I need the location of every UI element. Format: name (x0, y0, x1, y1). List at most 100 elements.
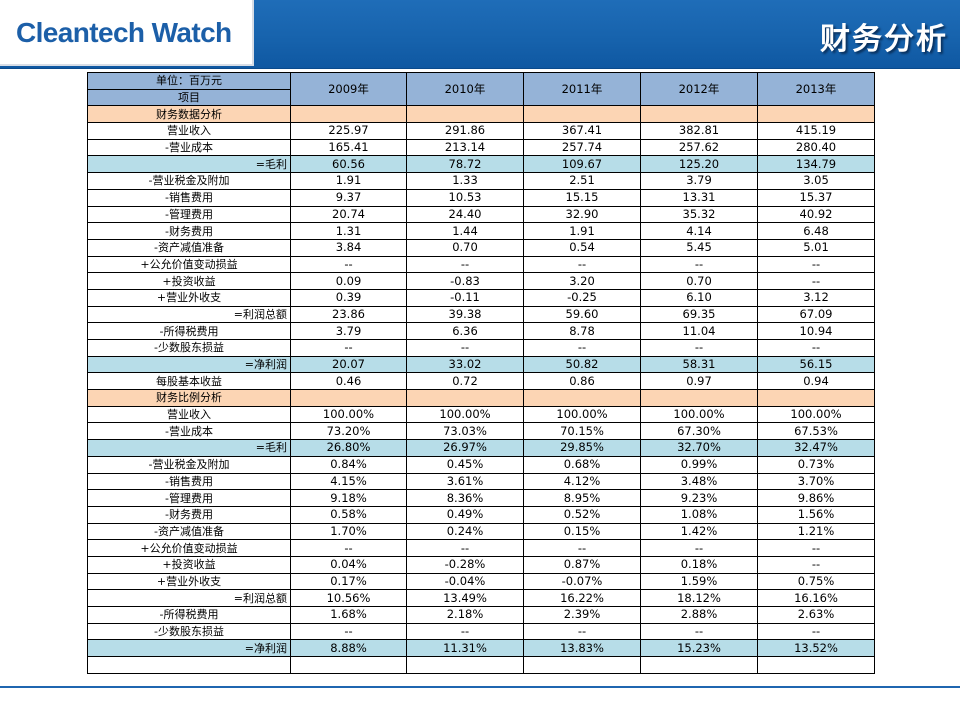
value-cell: -- (523, 255, 641, 274)
value-cell: 13.83% (523, 639, 641, 658)
value-cell: 11.04 (640, 322, 758, 340)
value-cell: 9.23% (640, 489, 758, 507)
value-cell: 0.94 (757, 372, 875, 391)
value-cell: 1.31 (290, 222, 407, 240)
section-empty-cell (406, 389, 524, 407)
header-row-item: 项目 (87, 88, 875, 107)
value-cell: 20.07 (290, 355, 407, 374)
value-cell: -- (290, 539, 407, 557)
value-cell: 1.21% (757, 522, 875, 541)
row-label: -所得税费用 (87, 606, 291, 624)
value-cell: 1.70% (290, 522, 407, 541)
logo-box: Cleantech Watch (0, 0, 254, 66)
value-cell: 3.79 (290, 322, 407, 340)
value-cell: 8.36% (406, 489, 524, 507)
financial-table: 单位：百万元 2009年 2010年 2011年 2012年 2013年 项目 … (87, 71, 875, 674)
item-label: 项目 (87, 88, 291, 107)
value-cell: 32.90 (523, 205, 641, 224)
value-cell: 3.70% (757, 472, 875, 491)
value-cell: 24.40 (406, 205, 524, 224)
value-cell: 0.52% (523, 505, 641, 524)
table-row: -财务费用 1.31 1.44 1.91 4.14 6.48 (87, 222, 875, 240)
table-row: +营业外收支 0.39 -0.11 -0.25 6.10 3.12 (87, 288, 875, 307)
value-cell: 26.97% (406, 439, 524, 457)
row-label: =毛利 (87, 155, 291, 174)
value-cell: 78.72 (406, 155, 524, 174)
value-cell: 0.70 (406, 238, 524, 257)
table-row: =利润总额 23.86 39.38 59.60 69.35 67.09 (87, 305, 875, 324)
value-cell: -- (406, 539, 524, 557)
section-empty-cell (290, 105, 407, 124)
value-cell: 32.70% (640, 439, 758, 457)
value-cell: 100.00% (757, 405, 875, 424)
section-empty-cell (640, 105, 758, 124)
section-header-row: 财务数据分析 (87, 105, 875, 124)
value-cell: 15.15 (523, 188, 641, 207)
value-cell: 367.41 (523, 122, 641, 140)
value-cell: -- (757, 272, 875, 290)
section-empty-cell (523, 389, 641, 407)
value-cell: 67.53% (757, 422, 875, 441)
table-row: =毛利 60.56 78.72 109.67 125.20 134.79 (87, 155, 875, 174)
value-cell: 16.16% (757, 589, 875, 607)
row-label: +投资收益 (87, 555, 291, 574)
row-label: 每股基本收益 (87, 372, 291, 391)
table-row: -营业税金及附加 0.84% 0.45% 0.68% 0.99% 0.73% (87, 455, 875, 474)
value-cell: -0.25 (523, 288, 641, 307)
value-cell: 0.18% (640, 555, 758, 574)
value-cell: 0.70 (640, 272, 758, 290)
value-cell: -- (406, 339, 524, 357)
blank-cell (406, 656, 524, 674)
row-label: -资产减值准备 (87, 238, 291, 257)
value-cell: 13.31 (640, 188, 758, 207)
blank-row (87, 656, 875, 674)
value-cell: 69.35 (640, 305, 758, 324)
table-row: 每股基本收益 0.46 0.72 0.86 0.97 0.94 (87, 372, 875, 391)
page-title: 财务分析 (820, 22, 948, 57)
value-cell: 3.61% (406, 472, 524, 491)
section-empty-cell (290, 389, 407, 407)
unit-label: 单位：百万元 (87, 72, 291, 90)
value-cell: -- (640, 539, 758, 557)
value-cell: 0.58% (290, 505, 407, 524)
table-row: -销售费用 4.15% 3.61% 4.12% 3.48% 3.70% (87, 472, 875, 491)
value-cell: 11.31% (406, 639, 524, 658)
value-cell: 13.52% (757, 639, 875, 658)
value-cell: 257.62 (640, 138, 758, 157)
value-cell: 18.12% (640, 589, 758, 607)
value-cell: 58.31 (640, 355, 758, 374)
value-cell: 39.38 (406, 305, 524, 324)
table-row: +公允价值变动损益 -- -- -- -- -- (87, 255, 875, 274)
value-cell: 60.56 (290, 155, 407, 174)
value-cell: 0.99% (640, 455, 758, 474)
value-cell: 6.10 (640, 288, 758, 307)
value-cell: 3.20 (523, 272, 641, 290)
value-cell: -- (640, 255, 758, 274)
section-empty-cell (640, 389, 758, 407)
table-row: -管理费用 9.18% 8.36% 8.95% 9.23% 9.86% (87, 489, 875, 507)
row-label: -销售费用 (87, 188, 291, 207)
value-cell: 33.02 (406, 355, 524, 374)
row-label: +营业外收支 (87, 572, 291, 591)
value-cell: -- (290, 339, 407, 357)
table-row: 营业收入 225.97 291.86 367.41 382.81 415.19 (87, 122, 875, 140)
value-cell: 40.92 (757, 205, 875, 224)
value-cell: -- (640, 622, 758, 641)
value-cell: 100.00% (290, 405, 407, 424)
section-title: 财务比例分析 (87, 389, 291, 407)
value-cell: 3.79 (640, 172, 758, 190)
brand-logo: Cleantech Watch (16, 17, 232, 48)
value-cell: 3.12 (757, 288, 875, 307)
value-cell: 3.84 (290, 238, 407, 257)
table-row: 营业收入 100.00% 100.00% 100.00% 100.00% 100.00% (87, 405, 875, 424)
table-row: -营业税金及附加 1.91 1.33 2.51 3.79 3.05 (87, 172, 875, 190)
row-label: -营业税金及附加 (87, 455, 291, 474)
value-cell: -- (290, 255, 407, 274)
table-row: -销售费用 9.37 10.53 15.15 13.31 15.37 (87, 188, 875, 207)
value-cell: 2.51 (523, 172, 641, 190)
value-cell: -0.83 (406, 272, 524, 290)
value-cell: 2.63% (757, 606, 875, 624)
value-cell: 6.48 (757, 222, 875, 240)
row-label: +公允价值变动损益 (87, 255, 291, 274)
value-cell: 10.53 (406, 188, 524, 207)
